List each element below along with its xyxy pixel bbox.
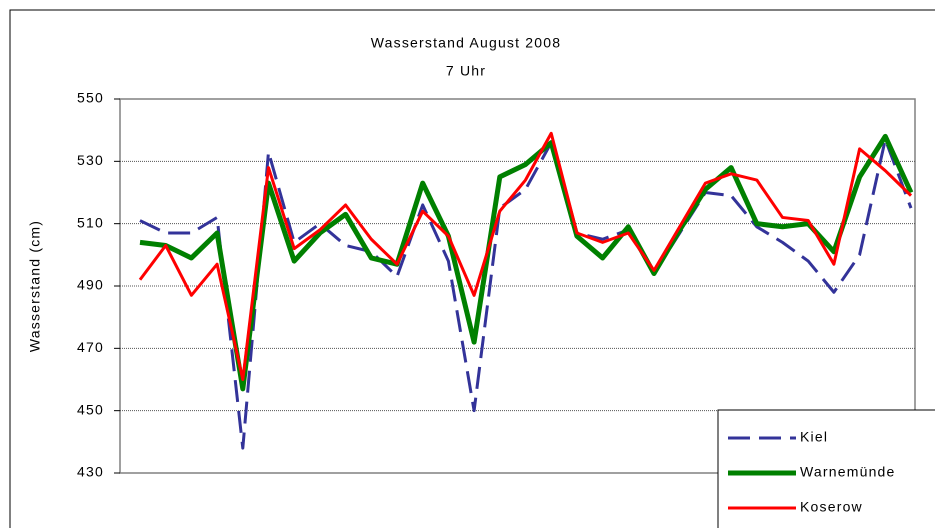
y-axis-label: Wasserstand (cm) (27, 220, 43, 352)
y-tick-label: 450 (77, 401, 104, 417)
y-tick-label: 530 (77, 152, 104, 168)
series-line (139, 133, 914, 392)
y-tick-label: 490 (77, 277, 104, 293)
chart-title: Wasserstand August 2008 (371, 35, 562, 51)
series-line (138, 131, 913, 381)
legend-label: Warnemünde (800, 464, 896, 480)
y-tick-label: 550 (77, 90, 104, 106)
series-line (139, 138, 913, 450)
y-tick-label: 430 (77, 464, 104, 480)
legend-label: Koserow (800, 499, 863, 515)
y-tick-label: 510 (77, 214, 104, 230)
y-tick-label: 470 (77, 339, 104, 355)
chart-subtitle: 7 Uhr (446, 63, 486, 79)
legend-label: Kiel (800, 429, 828, 445)
